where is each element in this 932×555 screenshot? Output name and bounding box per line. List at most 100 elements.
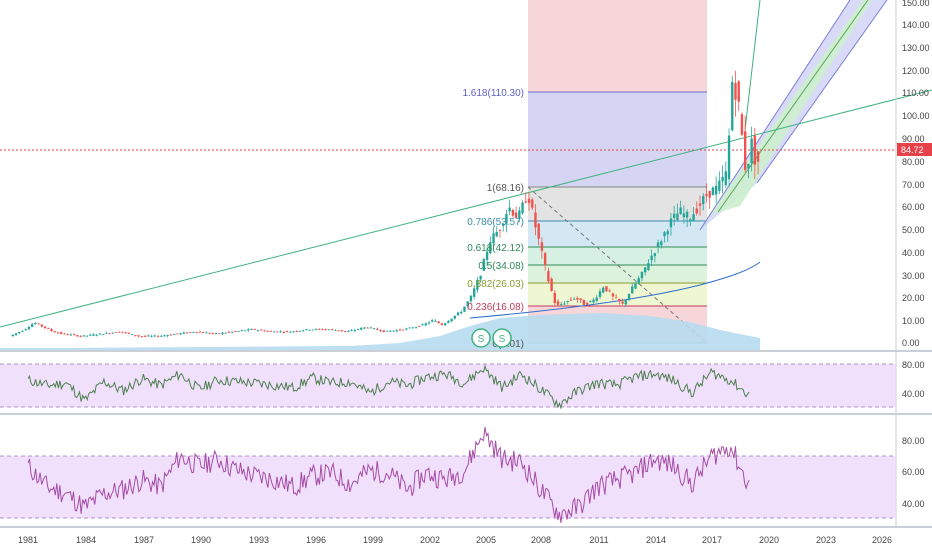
- rsi-band: [0, 364, 896, 407]
- event-marker-1-label: S: [478, 334, 485, 345]
- candle-body: [214, 333, 218, 334]
- channel: [699, 0, 888, 231]
- candle-body: [663, 232, 666, 237]
- candle-body: [253, 328, 256, 330]
- candle-body: [711, 187, 715, 196]
- price-tick: 140.00: [902, 20, 930, 30]
- time-tick: 2026: [872, 535, 892, 545]
- candle-body: [285, 331, 289, 332]
- candle-body: [66, 334, 69, 336]
- candle-body: [392, 330, 395, 332]
- candle-body: [63, 333, 66, 335]
- candle-body: [595, 297, 598, 301]
- candle-body: [505, 213, 508, 224]
- candle-body: [472, 288, 476, 297]
- price-tick: 0.00: [902, 338, 920, 348]
- event-marker-1[interactable]: [471, 328, 491, 348]
- candle-body: [143, 335, 147, 337]
- candle-body: [260, 329, 263, 331]
- candle-body: [621, 301, 624, 304]
- candle-body: [256, 330, 260, 332]
- time-tick: 2005: [476, 535, 496, 545]
- candle-body: [353, 330, 356, 331]
- price-tick: 70.00: [902, 180, 925, 190]
- candle-body: [321, 329, 324, 331]
- candle-body: [740, 114, 744, 135]
- fib-zone-1618: [528, 92, 707, 187]
- candle-body: [511, 209, 515, 216]
- candle-body: [431, 320, 434, 322]
- candle-body: [718, 180, 721, 191]
- candle-body: [69, 334, 73, 336]
- candle-body: [363, 327, 366, 329]
- time-tick: 1981: [18, 535, 38, 545]
- candle-body: [637, 278, 640, 284]
- candle-body: [360, 327, 363, 330]
- candle-body: [350, 330, 353, 332]
- price-tick: 100.00: [902, 111, 930, 121]
- candle-body: [92, 334, 95, 336]
- candle-body: [463, 306, 466, 312]
- current-price-badge: [897, 143, 932, 156]
- candle-body: [585, 302, 589, 305]
- candle-body: [95, 334, 98, 336]
- fib-zone-618: [528, 247, 707, 265]
- channel-upper: [699, 0, 851, 231]
- fib-zone-5: [528, 265, 707, 283]
- price-tick: 40.00: [902, 248, 925, 258]
- candle-body: [421, 324, 424, 326]
- event-marker-2[interactable]: [492, 328, 512, 348]
- candle-body: [82, 335, 85, 337]
- candle-body: [689, 219, 692, 221]
- candle-body: [334, 330, 337, 332]
- steep-trend-line: [744, 0, 761, 131]
- price-tick: 10.00: [902, 316, 925, 326]
- candle-body: [130, 334, 134, 335]
- candle-body: [108, 333, 111, 335]
- time-tick: 2017: [702, 535, 722, 545]
- candle-body: [576, 298, 579, 300]
- candle-body: [327, 329, 331, 331]
- time-axis: 1981 1984 1987 1990 1993 1996 1999 2002 …: [18, 535, 892, 545]
- candle-body: [60, 332, 63, 334]
- fib-zone-top: [528, 0, 707, 92]
- candle-body: [340, 330, 344, 332]
- candle-body: [756, 151, 760, 162]
- channel-inner: [709, 0, 872, 215]
- candle-body: [263, 330, 266, 332]
- candle-body: [295, 331, 298, 332]
- fib-label-382: 0.382(26.03): [467, 279, 524, 290]
- candle-body: [750, 138, 753, 164]
- channel-mid: [717, 0, 869, 213]
- candle-body: [563, 303, 566, 305]
- time-tick: 2020: [759, 535, 779, 545]
- candle-body: [308, 329, 311, 331]
- candle-body: [379, 330, 382, 332]
- candle-body: [656, 242, 660, 248]
- candle-body: [618, 298, 621, 302]
- candle-body: [640, 271, 644, 279]
- candle-body: [434, 321, 437, 322]
- candle-body: [211, 332, 215, 334]
- event-markers[interactable]: S S: [471, 328, 512, 348]
- candle-body: [672, 213, 676, 218]
- candle-body: [372, 328, 376, 330]
- time-tick: 2023: [816, 535, 836, 545]
- candle-body: [243, 330, 247, 332]
- candle-body: [702, 195, 705, 205]
- candle-body: [395, 330, 398, 332]
- candle-body: [101, 334, 105, 336]
- candle-body: [118, 331, 121, 333]
- price-tick: 30.00: [902, 271, 925, 281]
- candle-body: [50, 329, 53, 331]
- candle-body: [343, 331, 347, 332]
- fib-label-786: 0.786(53.57): [467, 217, 524, 228]
- candle-body: [292, 331, 295, 333]
- candle-body: [631, 286, 634, 294]
- candle-body: [24, 329, 27, 331]
- candle-body: [521, 202, 524, 214]
- candle-body: [14, 333, 18, 335]
- candle-body: [518, 210, 521, 219]
- candle-body: [166, 335, 169, 336]
